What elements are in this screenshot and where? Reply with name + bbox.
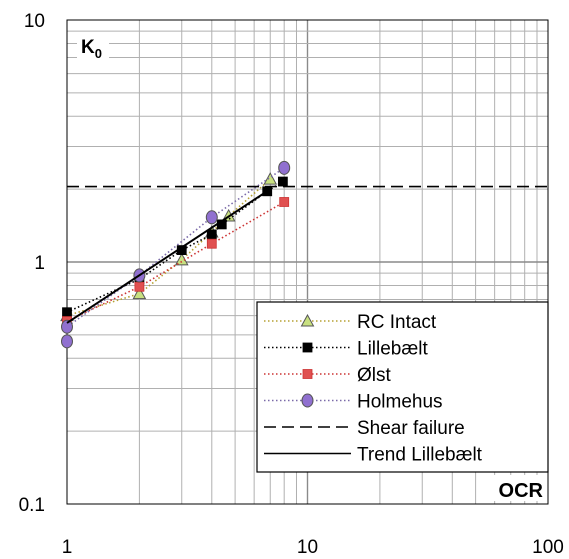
legend: RC Intact Lillebælt Ølst Holmehus Shear fail…: [256, 301, 549, 473]
series-line: [66, 167, 285, 342]
legend-label: Lillebælt: [357, 339, 428, 360]
y-axis-title: K0: [77, 34, 109, 61]
x-tick-label: 10: [297, 537, 318, 558]
x-axis-title: OCR: [494, 475, 544, 502]
legend-marker: [301, 393, 314, 408]
data-point: [277, 176, 288, 187]
legend-marker: [302, 342, 313, 353]
data-point: [206, 229, 217, 240]
data-point: [61, 334, 73, 349]
legend-label: Shear failure: [357, 418, 465, 439]
series-5: [66, 188, 271, 324]
legend-label: Trend Lillebælt: [357, 445, 483, 466]
data-point: [263, 172, 278, 185]
series-3: [61, 160, 291, 349]
legend-label: Ølst: [357, 365, 392, 386]
legend-marker: [300, 313, 315, 327]
legend-label: Holmehus: [357, 392, 443, 413]
data-point: [278, 160, 291, 175]
series-line: [66, 188, 271, 324]
tick-labels: 0.1 1 10 1 10 100: [19, 11, 564, 558]
data-series: [60, 160, 548, 349]
legend-marker: [302, 369, 313, 379]
data-point: [61, 319, 73, 334]
x-axis-title-text: OCR: [499, 480, 544, 502]
y-axis-title-text: K0: [81, 37, 102, 61]
plot-area-frame: [66, 19, 549, 505]
series-line: [66, 201, 285, 322]
data-point: [134, 281, 145, 292]
data-point: [62, 307, 72, 318]
data-point: [279, 197, 290, 207]
data-point: [205, 210, 218, 225]
legend-box: [256, 301, 549, 473]
data-point: [132, 286, 147, 300]
legend-label: RC Intact: [357, 312, 437, 333]
series-0: [60, 172, 278, 322]
data-point: [206, 238, 217, 249]
y-tick-label: 10: [24, 11, 45, 32]
y-tick-label: 1: [34, 253, 45, 274]
series-line: [66, 178, 271, 317]
y-tick-label: 0.1: [19, 495, 45, 516]
x-tick-label: 100: [532, 537, 564, 558]
x-tick-label: 1: [62, 537, 73, 558]
